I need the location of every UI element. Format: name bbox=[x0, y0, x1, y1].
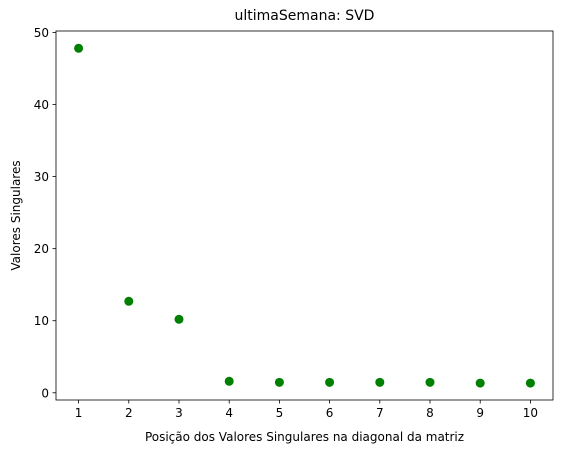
x-tick-label: 9 bbox=[476, 406, 484, 420]
data-point bbox=[124, 297, 133, 306]
data-point bbox=[375, 378, 384, 387]
plot-area-frame bbox=[56, 31, 553, 400]
data-point bbox=[476, 379, 485, 388]
y-tick-label: 40 bbox=[34, 98, 49, 112]
data-points bbox=[74, 44, 535, 388]
x-tick-label: 4 bbox=[225, 406, 233, 420]
data-point bbox=[526, 379, 535, 388]
data-point bbox=[426, 378, 435, 387]
y-tick-label: 50 bbox=[34, 26, 49, 40]
y-axis-ticks: 0 10 20 30 40 50 bbox=[34, 26, 56, 400]
y-tick-label: 30 bbox=[34, 170, 49, 184]
y-tick-label: 20 bbox=[34, 242, 49, 256]
data-point bbox=[275, 378, 284, 387]
x-tick-label: 7 bbox=[376, 406, 384, 420]
chart-title: ultimaSemana: SVD bbox=[235, 8, 375, 24]
x-tick-label: 1 bbox=[75, 406, 83, 420]
data-point bbox=[174, 315, 183, 324]
data-point bbox=[225, 377, 234, 386]
x-tick-label: 5 bbox=[276, 406, 284, 420]
x-tick-label: 3 bbox=[175, 406, 183, 420]
y-tick-label: 0 bbox=[41, 386, 49, 400]
x-axis-label: Posição dos Valores Singulares na diagon… bbox=[145, 430, 464, 444]
x-tick-label: 2 bbox=[125, 406, 133, 420]
data-point bbox=[74, 44, 83, 53]
x-tick-label: 8 bbox=[426, 406, 434, 420]
y-tick-label: 10 bbox=[34, 314, 49, 328]
data-point bbox=[325, 378, 334, 387]
x-tick-label: 10 bbox=[523, 406, 538, 420]
y-axis-label: Valores Singulares bbox=[9, 160, 23, 270]
x-tick-label: 6 bbox=[326, 406, 334, 420]
x-axis-ticks: 1 2 3 4 5 6 7 8 9 10 bbox=[75, 400, 538, 420]
